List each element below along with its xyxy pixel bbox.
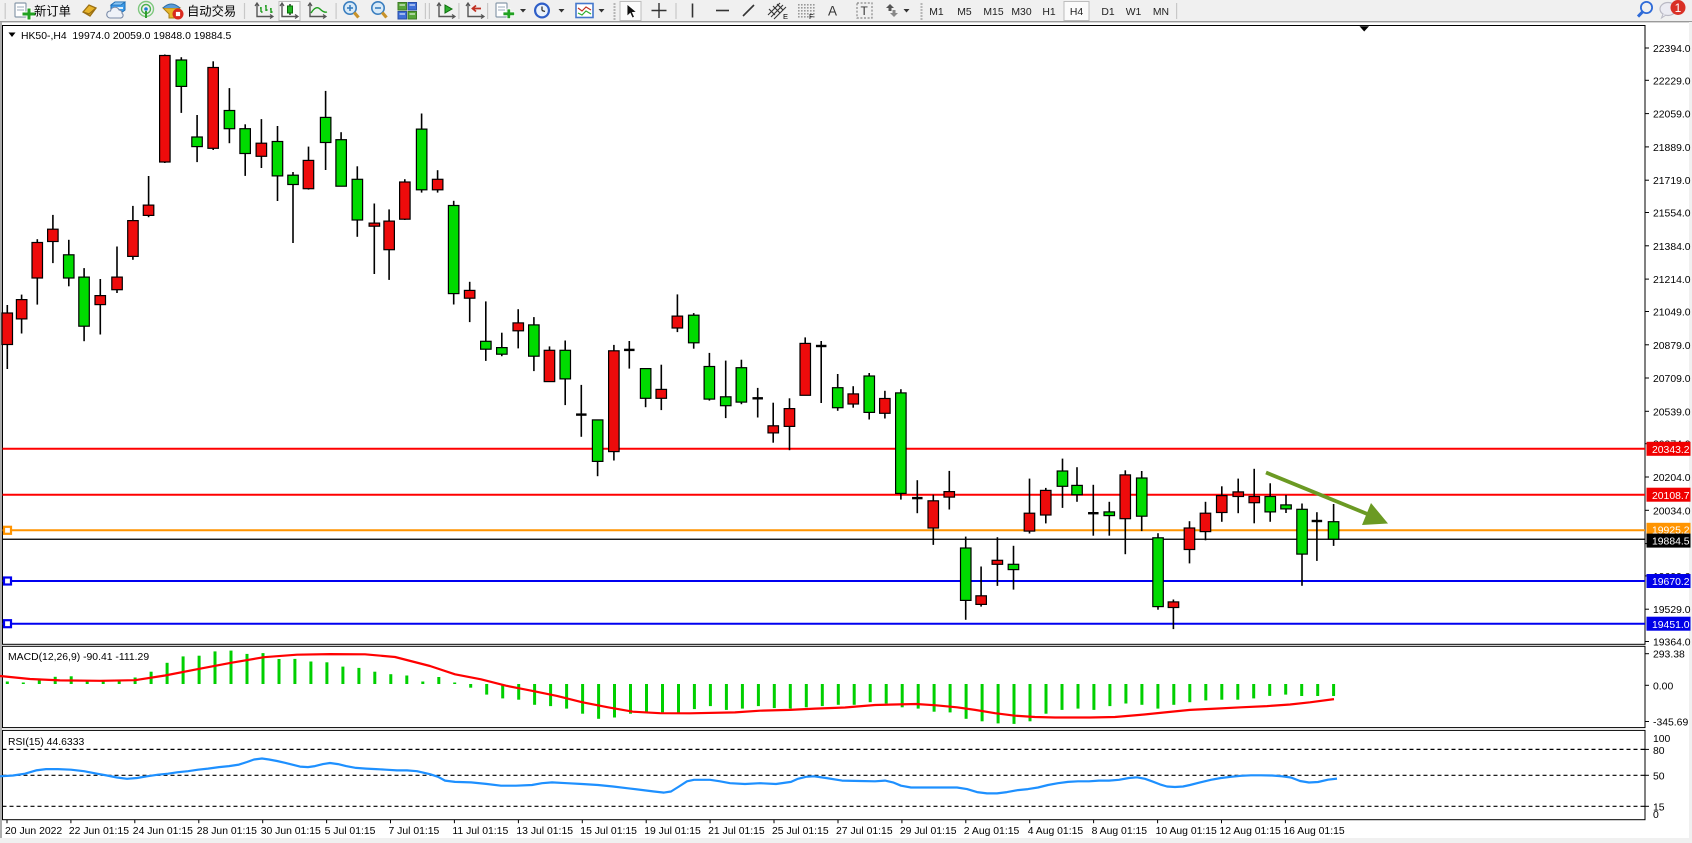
svg-text:28 Jun 01:15: 28 Jun 01:15	[197, 826, 257, 837]
svg-text:21889.0: 21889.0	[1653, 143, 1691, 154]
svg-text:E: E	[783, 12, 788, 21]
svg-text:20879.0: 20879.0	[1653, 341, 1691, 352]
svg-text:19364.0: 19364.0	[1653, 638, 1691, 649]
svg-text:21214.0: 21214.0	[1653, 275, 1691, 286]
svg-text:22 Jun 01:15: 22 Jun 01:15	[69, 826, 129, 837]
svg-text:27 Jul 01:15: 27 Jul 01:15	[836, 826, 893, 837]
svg-text:21384.0: 21384.0	[1653, 242, 1691, 253]
svg-text:22394.0: 22394.0	[1653, 44, 1691, 55]
svg-text:100: 100	[1653, 734, 1671, 745]
svg-text:21719.0: 21719.0	[1653, 176, 1691, 187]
svg-text:5 Jul 01:15: 5 Jul 01:15	[325, 826, 376, 837]
svg-text:21049.0: 21049.0	[1653, 308, 1691, 319]
svg-text:25 Jul 01:15: 25 Jul 01:15	[772, 826, 829, 837]
svg-text:21 Jul 01:15: 21 Jul 01:15	[708, 826, 765, 837]
svg-text:293.38: 293.38	[1653, 650, 1685, 661]
svg-text:1: 1	[1675, 1, 1682, 15]
svg-text:50: 50	[1653, 772, 1665, 783]
svg-text:29 Jul 01:15: 29 Jul 01:15	[900, 826, 957, 837]
svg-text:24 Jun 01:15: 24 Jun 01:15	[133, 826, 193, 837]
svg-text:20034.0: 20034.0	[1653, 506, 1691, 517]
svg-text:F: F	[809, 12, 814, 21]
svg-text:22229.0: 22229.0	[1653, 76, 1691, 87]
svg-text:20204.0: 20204.0	[1653, 473, 1691, 484]
svg-text:19670.2: 19670.2	[1652, 577, 1690, 588]
svg-text:80: 80	[1653, 746, 1665, 757]
svg-text:W1: W1	[1126, 7, 1142, 18]
svg-text:RSI(15) 44.6333: RSI(15) 44.6333	[8, 737, 84, 748]
svg-text:21554.0: 21554.0	[1653, 209, 1691, 220]
svg-text:M15: M15	[983, 7, 1003, 18]
svg-text:20108.7: 20108.7	[1652, 491, 1690, 502]
svg-text:19451.0: 19451.0	[1652, 620, 1690, 631]
svg-text:MN: MN	[1153, 7, 1169, 18]
svg-text:20 Jun 2022: 20 Jun 2022	[5, 826, 62, 837]
svg-text:T: T	[861, 4, 869, 18]
svg-text:4 Aug 01:15: 4 Aug 01:15	[1028, 826, 1084, 837]
svg-text:19 Jul 01:15: 19 Jul 01:15	[644, 826, 701, 837]
svg-text:15: 15	[1653, 803, 1665, 814]
svg-text:H4: H4	[1070, 7, 1084, 18]
svg-text:19529.0: 19529.0	[1653, 605, 1691, 616]
svg-text:7 Jul 01:15: 7 Jul 01:15	[389, 826, 440, 837]
svg-text:12 Aug 01:15: 12 Aug 01:15	[1220, 826, 1281, 837]
svg-text:D1: D1	[1101, 7, 1115, 18]
svg-text:-345.69: -345.69	[1653, 718, 1688, 729]
svg-text:H1: H1	[1042, 7, 1056, 18]
svg-text:0: 0	[1653, 810, 1659, 821]
svg-text:19925.2: 19925.2	[1652, 526, 1690, 537]
svg-text:15 Jul 01:15: 15 Jul 01:15	[580, 826, 637, 837]
svg-text:2 Aug 01:15: 2 Aug 01:15	[964, 826, 1020, 837]
svg-text:自动交易: 自动交易	[187, 4, 236, 19]
svg-text:HK50-,H4 19974.0 20059.0 1984: HK50-,H4 19974.0 20059.0 19848.0 19884.5	[21, 31, 232, 42]
svg-text:30 Jun 01:15: 30 Jun 01:15	[261, 826, 321, 837]
svg-text:20539.0: 20539.0	[1653, 407, 1691, 418]
svg-text:A: A	[828, 4, 837, 19]
svg-text:13 Jul 01:15: 13 Jul 01:15	[516, 826, 573, 837]
svg-text:8 Aug 01:15: 8 Aug 01:15	[1092, 826, 1148, 837]
svg-text:10 Aug 01:15: 10 Aug 01:15	[1156, 826, 1217, 837]
svg-text:19884.5: 19884.5	[1652, 537, 1690, 548]
svg-text:M30: M30	[1011, 7, 1031, 18]
svg-text:16 Aug 01:15: 16 Aug 01:15	[1283, 826, 1344, 837]
svg-text:22059.0: 22059.0	[1653, 110, 1691, 121]
svg-text:20343.2: 20343.2	[1652, 445, 1690, 456]
svg-text:MACD(12,26,9) -90.41 -111.29: MACD(12,26,9) -90.41 -111.29	[8, 652, 149, 663]
svg-text:0.00: 0.00	[1653, 681, 1673, 692]
svg-text:M5: M5	[957, 7, 972, 18]
svg-text:20709.0: 20709.0	[1653, 374, 1691, 385]
svg-text:M1: M1	[929, 7, 944, 18]
svg-text:11 Jul 01:15: 11 Jul 01:15	[452, 826, 508, 837]
svg-text:新订单: 新订单	[34, 4, 71, 19]
